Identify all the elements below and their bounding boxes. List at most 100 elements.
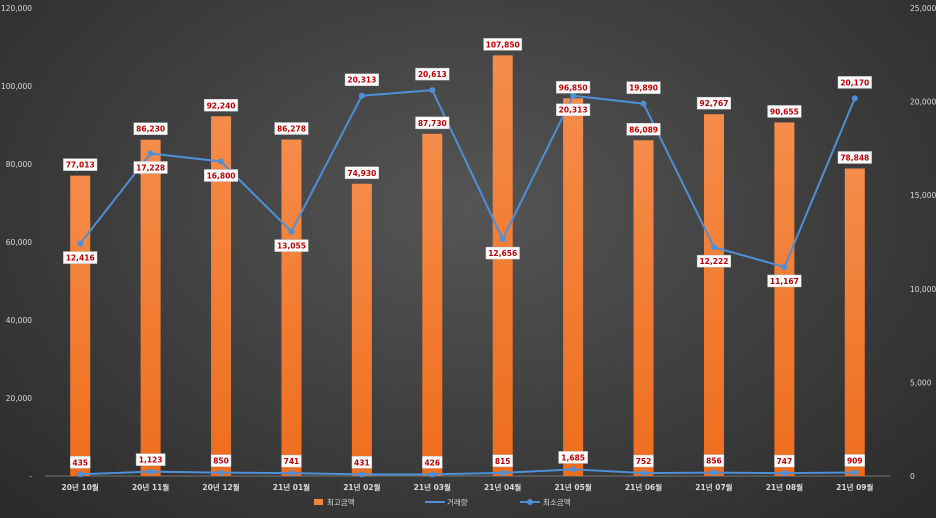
- volume-point: [851, 95, 858, 102]
- volume-value-label-box: [626, 81, 661, 94]
- volume-value-label-text: 13,055: [277, 242, 306, 251]
- volume-value-label: 20,313: [344, 73, 379, 86]
- x-tick-label: 21년 03월: [414, 482, 451, 492]
- volume-value-label-text: 11,167: [770, 277, 799, 286]
- min-value-label: 741: [281, 454, 302, 468]
- y-right-tick-label: 10,000: [910, 285, 936, 294]
- volume-line: [79, 89, 856, 269]
- min-value-label: 909: [844, 454, 865, 467]
- data-labels: 77,013 86,230 92,240 86,278 74,930 87,730 107,…: [63, 38, 872, 469]
- bar-value-label-box: [626, 123, 661, 136]
- bar-value-label-text: 74,930: [347, 169, 376, 178]
- min-value-label-text: 431: [354, 458, 370, 467]
- min-value-label-text: 747: [777, 457, 793, 466]
- volume-value-label-text: 19,890: [629, 84, 658, 93]
- min-amount-point: [499, 469, 506, 476]
- legend-label: 최고금액: [327, 497, 355, 507]
- bar-value-label: 107,850: [483, 38, 523, 51]
- min-value-label-box: [633, 454, 654, 468]
- bar: [703, 114, 724, 476]
- min-value-label-box: [351, 456, 373, 469]
- bar-value-label-text: 86,278: [277, 125, 306, 134]
- x-tick-label: 21년 04월: [484, 482, 521, 492]
- bar-value-label-text: 96,850: [559, 83, 588, 92]
- min-amount-point: [147, 468, 154, 475]
- bar: [351, 183, 372, 476]
- volume-value-label-box: [556, 103, 591, 116]
- bar: [844, 168, 865, 476]
- min-value-label: 752: [633, 454, 654, 468]
- min-value-label-text: 741: [284, 457, 300, 466]
- volume-value-label-text: 16,800: [207, 172, 236, 181]
- bar-value-label-box: [837, 151, 872, 164]
- volume-point: [781, 263, 788, 270]
- volume-value-label-box: [274, 239, 309, 252]
- min-value-label-text: 1,685: [561, 453, 585, 462]
- min-amount-point: [77, 471, 84, 478]
- min-value-label: 815: [492, 454, 513, 468]
- volume-point: [218, 158, 225, 165]
- bar-value-label-text: 92,240: [207, 101, 236, 110]
- min-value-label-box: [70, 456, 91, 469]
- volume-value-label: 17,228: [133, 161, 168, 174]
- volume-value-label-box: [485, 246, 520, 260]
- bar-value-label: 87,730: [415, 116, 450, 130]
- bar-value-label: 74,930: [344, 166, 379, 180]
- x-tick-label: 21년 02월: [343, 482, 380, 492]
- bar-value-label-box: [767, 105, 802, 118]
- volume-value-label: 12,656: [485, 246, 520, 260]
- min-value-label-text: 752: [636, 457, 652, 466]
- min-amount-point: [851, 469, 858, 476]
- min-value-label-text: 435: [72, 458, 88, 467]
- bar-value-label-box: [344, 166, 379, 180]
- bar-value-label-box: [133, 122, 168, 135]
- volume-value-label: 20,313: [556, 103, 591, 116]
- y-left-tick-label: 40,000: [6, 316, 32, 325]
- min-value-label-box: [422, 456, 443, 469]
- volume-value-label-text: 12,656: [488, 249, 517, 258]
- min-value-label-box: [210, 454, 232, 467]
- bar-value-label-box: [274, 122, 309, 135]
- bar: [633, 140, 654, 476]
- min-amount-point: [358, 471, 365, 478]
- volume-point: [288, 228, 295, 235]
- y-right-tick-label: 15,000: [910, 191, 936, 200]
- min-amount-point: [570, 466, 577, 473]
- min-amount-point: [288, 470, 295, 477]
- legend-label: 거래량: [447, 498, 468, 507]
- volume-value-label-box: [344, 73, 379, 86]
- bar-value-label-box: [696, 96, 732, 110]
- bar-value-label-box: [483, 38, 523, 51]
- bar: [422, 133, 443, 476]
- volume-value-label-box: [63, 251, 98, 264]
- bar: [140, 139, 161, 476]
- min-value-label: 435: [70, 456, 91, 469]
- volume-value-label: 16,800: [203, 169, 239, 182]
- bar-value-label: 78,848: [837, 151, 872, 164]
- volume-value-label-text: 20,613: [418, 70, 447, 79]
- bar-series: [70, 55, 865, 477]
- bar-value-label: 90,655: [767, 105, 802, 118]
- y-left-tick-label: 120,000: [1, 4, 32, 13]
- min-value-label-text: 1,123: [139, 456, 163, 465]
- bar: [492, 55, 513, 476]
- x-tick-label: 20년 11월: [132, 482, 169, 492]
- min-value-label-text: 850: [213, 457, 229, 466]
- bar: [211, 116, 232, 476]
- x-tick-label: 21년 01월: [273, 482, 310, 492]
- volume-value-label-box: [767, 274, 802, 288]
- volume-value-label-box: [837, 76, 872, 89]
- volume-value-label-text: 12,222: [699, 257, 728, 266]
- bar-value-label-box: [203, 99, 239, 112]
- bar-value-label: 96,850: [556, 81, 591, 94]
- volume-point: [499, 236, 506, 243]
- y-left-tick-label: -: [29, 472, 32, 481]
- min-value-label: 747: [774, 454, 795, 468]
- min-value-label: 1,123: [135, 453, 166, 466]
- bar: [281, 139, 302, 476]
- bar-value-label-box: [63, 158, 98, 171]
- bar-value-label: 86,278: [274, 122, 309, 135]
- bar-value-label: 77,013: [63, 158, 98, 171]
- min-value-label-box: [774, 454, 795, 468]
- min-value-label-box: [135, 453, 166, 466]
